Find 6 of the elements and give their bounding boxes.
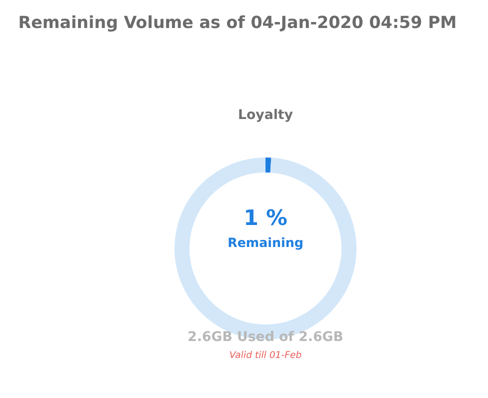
chart-subtitle: Loyalty — [238, 108, 294, 123]
chart-title: Remaining Volume as of 04-Jan-2020 04:59 PM — [18, 13, 457, 32]
text: 2.6GB Used of 2.6GB — [188, 330, 344, 345]
data-label: 1 % — [244, 206, 288, 231]
text: Valid till 01-Feb — [229, 350, 302, 361]
slice-label: Remaining — [228, 235, 304, 250]
